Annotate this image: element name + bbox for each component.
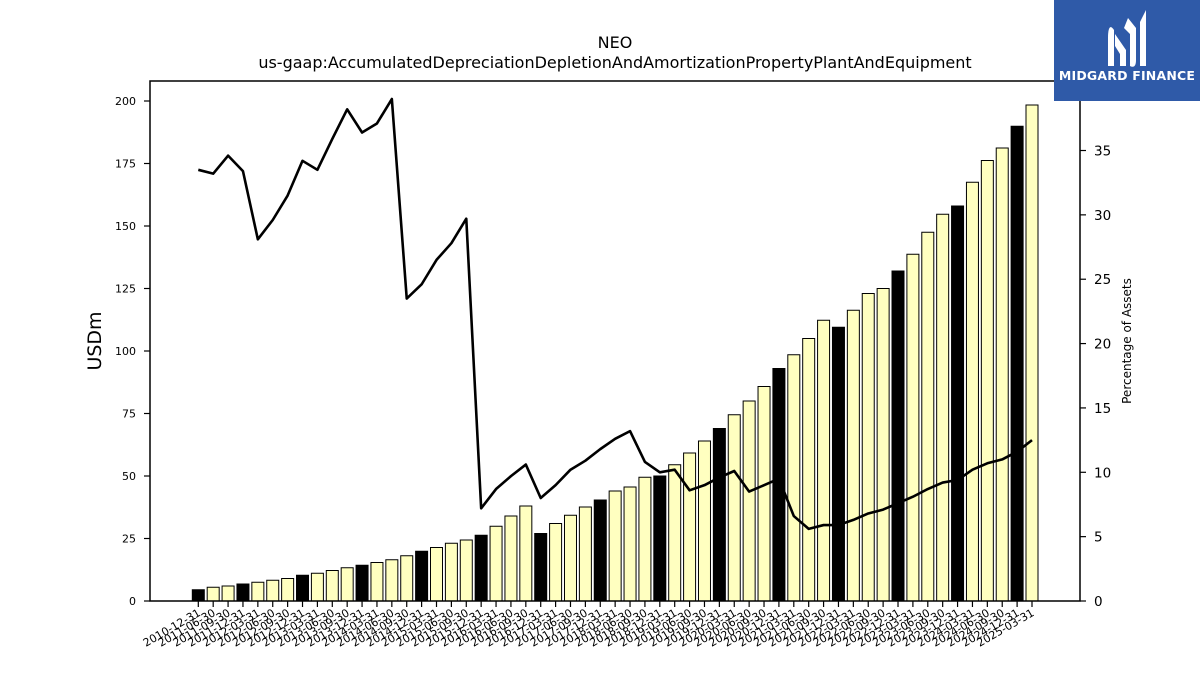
percentage-line [197,97,1033,531]
bar [697,440,711,602]
y2-axis-label: Percentage of Assets [1120,278,1134,404]
y-tick-label: 150 [115,220,136,233]
bar [400,555,414,602]
bar [817,319,831,602]
bar [906,253,920,602]
bar [638,476,652,602]
bar [206,586,220,602]
bar [1010,125,1024,602]
bar [310,572,324,602]
bar [727,414,741,602]
right-axis-ticks: 0 5 10 15 20 25 30 35 [1080,144,1111,610]
y-tick-label: 175 [115,158,136,171]
y-tick-label: 25 [122,533,136,546]
bar [876,288,890,602]
y2-tick-label: 35 [1094,144,1111,160]
y2-tick-label: 5 [1094,530,1103,546]
bar [653,475,667,602]
chart-subtitle: us-gaap:AccumulatedDepreciationDepletion… [258,53,971,72]
bar [519,505,533,602]
bar [608,490,622,602]
chart-title: NEO [598,33,633,52]
bar [489,525,503,602]
bar [742,400,756,602]
bar [296,574,310,602]
bar [936,213,950,602]
y2-tick-label: 30 [1094,208,1111,224]
bar [534,533,548,602]
bar [251,581,265,602]
bar [236,583,250,602]
bar [921,231,935,602]
bar [281,578,295,602]
bar [757,386,771,602]
bar [980,160,994,602]
bar [787,354,801,602]
bar [846,309,860,602]
bar [370,562,384,602]
midgard-logo-icon [1108,10,1146,67]
bar [683,452,697,602]
x-axis-ticks: 2010-12-312011-06-302011-09-302011-12-31… [141,601,1037,650]
bar [444,542,458,602]
bar [325,570,339,602]
y-axis-label: USDm [84,311,106,370]
bar [623,486,637,602]
bar [831,326,845,602]
bar-series [191,104,1039,602]
bar [593,499,607,602]
bar [772,368,786,602]
y-tick-label: 100 [115,345,136,358]
line-series [197,97,1033,531]
bar [355,564,369,602]
bar [340,567,354,602]
y-tick-label: 0 [129,595,136,608]
y-tick-label: 200 [115,95,136,108]
bar [221,585,235,602]
bar [266,579,280,602]
bar [891,270,905,602]
bar [563,514,577,602]
bar [578,506,592,602]
left-axis-ticks: 0 25 50 75 100 125 150 175 200 [115,95,150,608]
y-tick-label: 75 [122,408,136,421]
y2-tick-label: 15 [1094,401,1111,417]
bar [802,338,816,602]
bar [430,547,443,602]
bar [951,205,965,602]
y2-tick-label: 10 [1094,465,1111,481]
y-tick-label: 50 [122,470,136,483]
bar [415,550,429,602]
bar [668,464,682,602]
bar [995,147,1009,602]
y2-tick-label: 25 [1094,272,1111,288]
midgard-finance-logo: MIDGARD FINANCE [1054,0,1200,101]
y2-tick-label: 0 [1094,594,1103,610]
bar [191,589,205,602]
bar [504,515,518,602]
logo-text: MIDGARD FINANCE [1058,68,1196,83]
bar [474,534,488,602]
y-tick-label: 125 [115,283,136,296]
y2-tick-label: 20 [1094,337,1111,353]
bar [549,523,563,602]
bar [1025,104,1039,602]
bar [459,539,473,602]
bar [712,428,726,602]
bar [861,293,875,602]
bar [965,181,979,602]
bar [385,559,399,602]
